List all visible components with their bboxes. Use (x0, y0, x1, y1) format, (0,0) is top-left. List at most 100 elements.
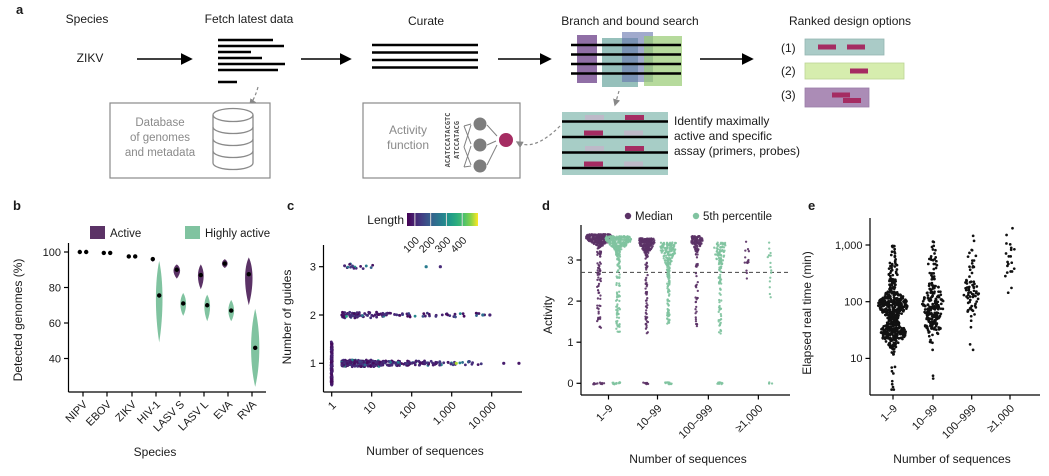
median-dot (77, 249, 83, 255)
panel-e-y-axis-title: Elapsed real time (min) (800, 251, 814, 374)
panel-d-strip-chart: d Median 5th percentile Activity Number … (541, 198, 790, 466)
dashed-arrow-to-assay (613, 90, 621, 107)
dashed-arrow-to-database (249, 86, 259, 107)
panel-a-workflow-diagram: a Species ZIKV Fetch latest data Curate … (16, 2, 911, 179)
median-dot (150, 256, 155, 262)
y-tick-label: 10 (850, 353, 862, 365)
rank1-design-box (804, 38, 885, 56)
violin (155, 260, 163, 343)
y-tick-label: 2 (310, 310, 316, 322)
median-dot (126, 254, 131, 259)
data-points (876, 226, 1016, 391)
search-window-purple (577, 35, 597, 83)
curate-step-title: Curate (408, 14, 444, 28)
special-point (454, 361, 458, 365)
y-tick-label: 1 (567, 337, 573, 349)
x-tick-label: 10 (362, 400, 379, 417)
y-tick-label: 40 (49, 353, 61, 365)
median-dot (229, 308, 234, 313)
median-dot (101, 250, 107, 256)
median-dot (246, 271, 251, 277)
x-tick-label: 10,000 (467, 400, 499, 432)
panel-e-label: e (808, 198, 815, 213)
species-heading: Species (66, 12, 109, 26)
median-dot (157, 293, 162, 298)
database-label-line2: of genomes (130, 132, 190, 144)
panel-c-scatter-chart: c Length Number of guides Number of sequ… (280, 198, 522, 458)
activity-label-line2: function (387, 138, 429, 152)
special-point (481, 313, 485, 317)
violin (245, 257, 253, 306)
panel-d-y-axis-title: Activity (541, 296, 555, 334)
median-dot (205, 303, 210, 308)
special-point (502, 361, 506, 365)
x-tick-label: EVA (212, 398, 236, 422)
database-label-line1: Database (135, 117, 184, 129)
x-tick-label: EBOV (84, 398, 115, 429)
y-tick-label: 60 (49, 318, 61, 330)
legend-swatch-highly-active (185, 226, 200, 239)
x-tick-label: 1,000 (431, 400, 459, 428)
x-tick-label: 1–9 (879, 403, 900, 424)
special-point (438, 265, 442, 269)
strip-series-1 (604, 235, 774, 386)
median-dot (181, 301, 186, 306)
colorbar-tick-label: 400 (448, 235, 469, 256)
panel-d-legend: Median 5th percentile (624, 211, 772, 223)
assay-sequences-lines (562, 120, 668, 170)
nn-node-1 (473, 117, 487, 131)
panel-c-x-axis-title: Number of sequences (366, 444, 483, 458)
nn-output-node (499, 133, 513, 147)
y-tick-label: 0 (567, 378, 573, 390)
database-label-line3: and metadata (125, 147, 196, 159)
x-tick-label: 10–99 (910, 403, 940, 433)
search-window-green (644, 36, 682, 86)
panel-e-plot-area: 10 100 1,000 1–9 10–99 100–999 ≥1,000 (835, 218, 1040, 441)
panel-c-label: c (287, 198, 294, 213)
x-tick-label: ZIKV (113, 398, 139, 424)
legend-label-highly-active: Highly active (205, 228, 270, 240)
rank1-label: (1) (781, 41, 796, 55)
x-tick-label: RVA (235, 398, 259, 422)
ranked-options-title: Ranked design options (789, 14, 911, 28)
median-dot (84, 249, 89, 255)
legend-dot-5th-percentile (692, 212, 700, 220)
panel-d-x-axis-title: Number of sequences (629, 452, 746, 466)
sequence-text-1: ACATCCATACGTC (444, 113, 452, 168)
median-dot (198, 272, 203, 278)
x-tick-label: ≥1,000 (985, 403, 1017, 435)
panel-e-x-axis-title: Number of sequences (893, 452, 1010, 466)
colorbar (407, 213, 478, 226)
x-tick-label: 100–999 (940, 403, 979, 442)
violin-series-1 (84, 249, 260, 387)
identify-line2: active and specific (674, 129, 772, 143)
median-dot (108, 250, 113, 256)
legend-swatch-active (90, 226, 105, 239)
sequence-text-2: ATCCATACG (453, 121, 461, 159)
rank2-label: (2) (781, 64, 796, 78)
ranked-design-options: (1) (2) (3) (781, 38, 905, 108)
fetched-sequences-icon (218, 38, 285, 84)
panel-d-label: d (542, 198, 550, 213)
data-points (329, 262, 521, 387)
median-dot (253, 345, 258, 351)
median-dot (222, 261, 227, 266)
colorbar-title: Length (367, 213, 404, 227)
median-dot (133, 254, 138, 259)
y-tick-label: 100 (844, 297, 862, 309)
violin-series-0 (77, 249, 253, 306)
rank3-label: (3) (781, 88, 796, 102)
assay-panel (562, 112, 668, 175)
y-tick-label: 2 (567, 296, 573, 308)
identify-caption: Identify maximally active and specific a… (674, 114, 800, 158)
y-tick-label: 1 (310, 358, 316, 370)
activity-label-line1: Activity (389, 123, 427, 137)
activity-function-box (362, 102, 521, 179)
panel-b-violin-chart: b Active Highly active Detected genomes … (11, 198, 270, 459)
legend-label-median: Median (635, 211, 673, 223)
panel-d-plot-area: 0 1 2 3 1–9 10–99 100–999 ≥1,000 (567, 225, 790, 441)
curated-sequences-icon (372, 43, 478, 69)
x-tick-label: 10–99 (635, 403, 665, 433)
